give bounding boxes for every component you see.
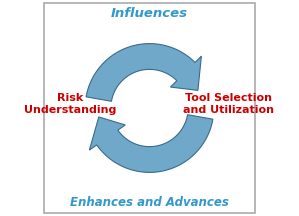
FancyBboxPatch shape bbox=[44, 3, 255, 213]
Text: Influences: Influences bbox=[111, 7, 188, 20]
Polygon shape bbox=[86, 44, 202, 101]
Text: Risk
Understanding: Risk Understanding bbox=[24, 93, 116, 114]
Text: Enhances and Advances: Enhances and Advances bbox=[70, 196, 229, 209]
Polygon shape bbox=[89, 115, 213, 172]
Text: Tool Selection
and Utilization: Tool Selection and Utilization bbox=[183, 93, 274, 114]
